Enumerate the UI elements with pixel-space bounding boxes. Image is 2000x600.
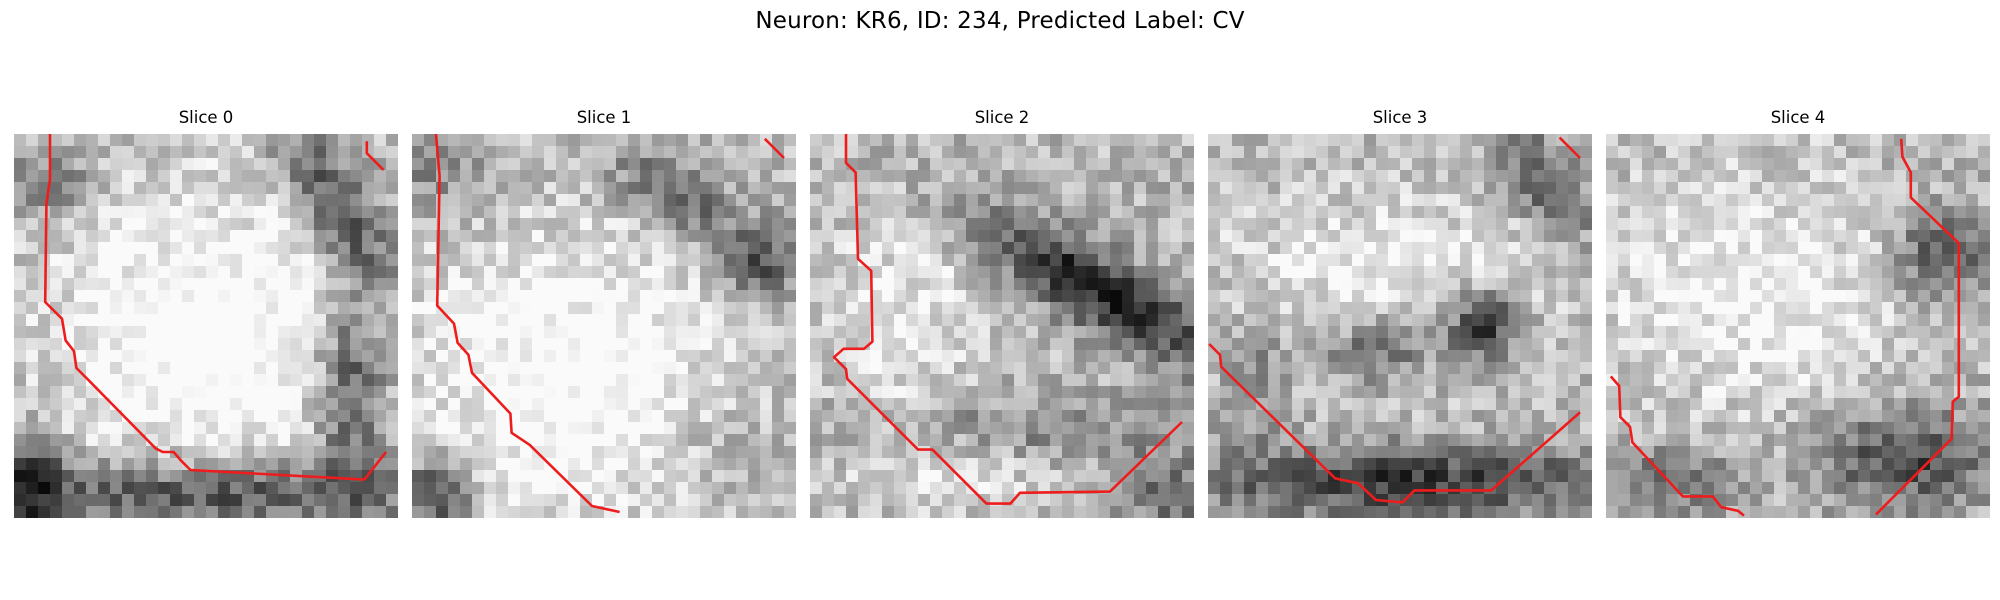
slice-panel-4 — [1606, 134, 1990, 518]
contour-line-3-1 — [1558, 136, 1581, 159]
contour-line-1-1 — [763, 137, 785, 159]
grayscale-image-0 — [14, 134, 398, 518]
contour-line-4-1 — [1609, 375, 1745, 517]
slice-panel-2 — [810, 134, 1194, 518]
slice-panel-0 — [14, 134, 398, 518]
contour-line-0-0 — [43, 134, 388, 481]
panel-title-1: Slice 1 — [576, 108, 632, 127]
panel-title-2: Slice 2 — [974, 108, 1030, 127]
panel-title-3: Slice 3 — [1372, 108, 1428, 127]
contour-line-4-0 — [1875, 138, 1961, 516]
contour-line-0-1 — [365, 141, 385, 171]
grayscale-image-3 — [1208, 134, 1592, 518]
grayscale-image-4 — [1606, 134, 1990, 518]
contour-line-1-0 — [434, 134, 620, 514]
grayscale-image-2 — [810, 134, 1194, 518]
slice-panel-1 — [412, 134, 796, 518]
panel-title-0: Slice 0 — [178, 108, 234, 127]
panel-title-4: Slice 4 — [1770, 108, 1826, 127]
slice-panel-3 — [1208, 134, 1592, 518]
figure-title: Neuron: KR6, ID: 234, Predicted Label: C… — [755, 8, 1245, 34]
contour-line-2-0 — [832, 134, 1183, 505]
contour-line-3-0 — [1208, 343, 1581, 504]
grayscale-image-1 — [412, 134, 796, 518]
